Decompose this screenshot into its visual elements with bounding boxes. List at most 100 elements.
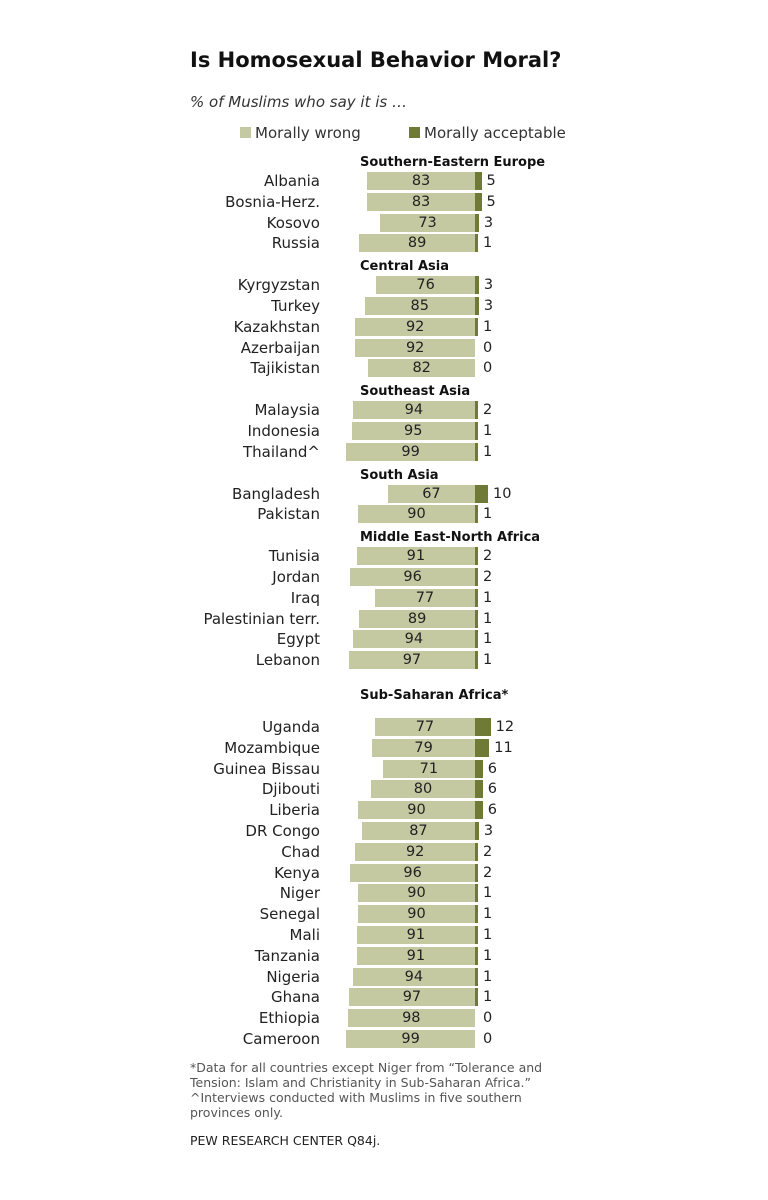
country-label: Tajikistan	[250, 359, 320, 378]
bar-morally-wrong	[359, 234, 475, 253]
bar-morally-wrong	[350, 568, 475, 586]
value-label-morally-acceptable: 1	[483, 631, 493, 648]
bar-morally-wrong	[359, 609, 475, 628]
value-label-morally-acceptable: 0	[483, 360, 493, 377]
chart-subtitle: % of Muslims who say it is …	[190, 93, 407, 111]
bar-morally-wrong	[356, 547, 475, 566]
value-label-morally-acceptable: 6	[487, 781, 498, 798]
value-label-morally-acceptable: 1	[483, 506, 493, 523]
bar-morally-acceptable	[475, 946, 478, 965]
value-label-morally-wrong: 90	[407, 802, 426, 819]
country-label: Iraq	[290, 588, 320, 607]
bar-morally-acceptable	[475, 759, 483, 778]
value-label-morally-wrong: 92	[405, 843, 425, 860]
country-label: Ghana	[270, 988, 320, 1007]
bar-morally-wrong	[348, 988, 475, 1007]
bar-morally-wrong	[358, 884, 475, 903]
bar-morally-wrong	[358, 905, 475, 924]
legend-swatch-morally-wrong	[240, 126, 251, 138]
value-label-morally-wrong: 97	[402, 989, 422, 1006]
country-label: Bangladesh	[232, 484, 320, 503]
country-label: Guinea Bissau	[213, 759, 320, 778]
value-label-morally-acceptable: 3	[483, 277, 494, 294]
country-label: Senegal	[259, 905, 320, 924]
value-label-morally-acceptable: 1	[483, 589, 493, 606]
value-label-morally-wrong: 91	[406, 548, 426, 565]
country-label: Chad	[281, 842, 320, 861]
value-label-morally-wrong: 83	[411, 193, 431, 210]
bar-morally-wrong	[350, 863, 475, 882]
value-label-morally-wrong: 89	[407, 235, 427, 252]
value-label-morally-wrong: 94	[404, 631, 424, 648]
bar-morally-acceptable	[475, 297, 479, 315]
bar-morally-acceptable	[475, 988, 478, 1007]
value-label-morally-wrong: 90	[407, 906, 426, 923]
value-label-morally-wrong: 91	[406, 927, 426, 943]
country-label: Uganda	[262, 718, 320, 736]
bar-morally-wrong	[376, 276, 475, 295]
group-label: South Asia	[360, 467, 439, 483]
value-label-morally-wrong: 99	[401, 1031, 420, 1047]
bar-morally-wrong	[374, 718, 475, 736]
chart-title: Is Homosexual Behavior Moral?	[190, 48, 562, 72]
value-label-morally-acceptable: 1	[483, 443, 493, 460]
country-label: Pakistan	[257, 505, 320, 524]
bar-morally-wrong	[356, 946, 475, 965]
value-label-morally-wrong: 96	[403, 864, 422, 881]
country-label: Turkey	[271, 297, 320, 315]
value-label-morally-wrong: 83	[411, 173, 431, 189]
bar-morally-acceptable	[475, 276, 479, 295]
bar-morally-acceptable	[475, 842, 478, 861]
country-label: Thailand^	[243, 442, 320, 461]
value-label-morally-acceptable: 1	[483, 235, 493, 252]
value-label-morally-acceptable: 1	[483, 423, 493, 439]
value-label-morally-acceptable: 2	[483, 843, 493, 860]
value-label-morally-acceptable: 1	[483, 906, 493, 923]
bar-morally-acceptable	[475, 172, 482, 190]
value-label-morally-acceptable: 1	[483, 318, 493, 335]
bar-morally-acceptable	[475, 863, 478, 882]
value-label-morally-acceptable: 12	[495, 719, 515, 735]
value-label-morally-acceptable: 1	[483, 610, 493, 627]
footnote-thailand: ^Interviews conducted with Muslims in fi…	[190, 1090, 522, 1120]
bar-morally-acceptable	[475, 926, 478, 944]
value-label-morally-acceptable: 1	[483, 968, 493, 985]
bar-morally-wrong	[351, 422, 475, 440]
value-label-morally-acceptable: 6	[487, 802, 498, 819]
value-label-morally-acceptable: 3	[483, 298, 494, 314]
bar-morally-wrong	[367, 192, 475, 211]
bar-morally-acceptable	[475, 884, 478, 903]
legend-item-morally-acceptable: Morally acceptable	[409, 124, 566, 144]
legend-item-morally-wrong: Morally wrong	[240, 124, 361, 144]
value-label-morally-acceptable: 10	[493, 485, 512, 502]
country-label: Indonesia	[247, 422, 320, 440]
legend-label-morally-acceptable: Morally acceptable	[424, 124, 566, 142]
value-label-morally-acceptable: 1	[483, 652, 493, 669]
legend-label-morally-wrong: Morally wrong	[255, 124, 361, 142]
bar-morally-wrong	[355, 338, 475, 357]
bar-morally-acceptable	[475, 568, 478, 586]
country-label: Palestinian terr.	[203, 609, 320, 628]
value-label-morally-wrong: 85	[410, 298, 429, 314]
value-label-morally-wrong: 98	[402, 1010, 421, 1027]
bar-morally-acceptable	[475, 192, 482, 211]
value-label-morally-wrong: 82	[412, 360, 431, 377]
value-label-morally-wrong: 95	[404, 423, 423, 439]
value-label-morally-acceptable: 1	[483, 947, 493, 964]
value-label-morally-acceptable: 1	[483, 885, 493, 902]
bar-morally-wrong	[352, 967, 475, 986]
value-label-morally-wrong: 90	[407, 885, 426, 902]
bar-morally-wrong	[352, 630, 475, 649]
value-label-morally-acceptable: 3	[483, 823, 494, 839]
bar-morally-wrong	[347, 1009, 475, 1028]
group-label: Sub-Saharan Africa*	[360, 688, 509, 703]
bar-morally-wrong	[382, 759, 475, 778]
bar-morally-acceptable	[475, 422, 478, 440]
country-label: Bosnia-Herz.	[225, 192, 320, 211]
value-label-morally-wrong: 92	[405, 318, 425, 335]
value-label-morally-wrong: 73	[418, 214, 437, 231]
bar-morally-wrong	[371, 780, 475, 799]
value-label-morally-acceptable: 5	[486, 173, 496, 189]
value-label-morally-wrong: 77	[415, 719, 435, 735]
bar-morally-acceptable	[475, 609, 478, 628]
